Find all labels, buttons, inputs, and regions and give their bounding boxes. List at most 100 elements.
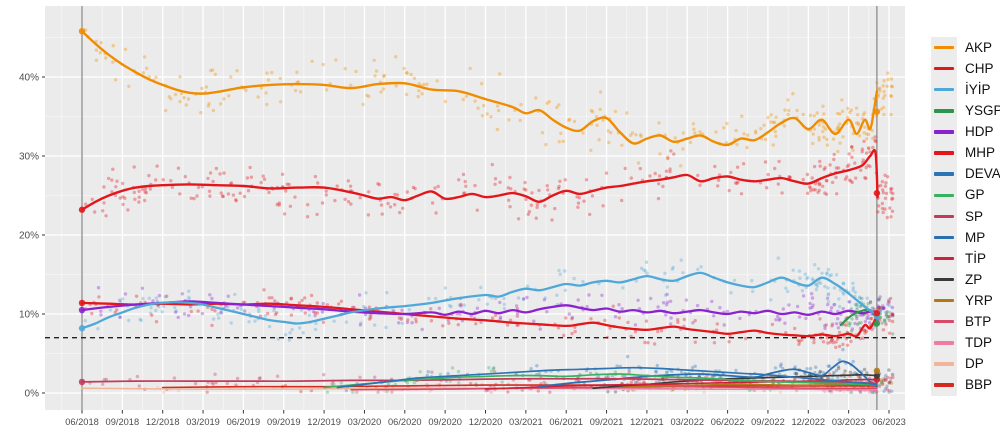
legend-label: BTP [965, 314, 992, 330]
legend-label: ZP [965, 271, 983, 287]
svg-text:20%: 20% [19, 231, 39, 242]
legend-label: MP [965, 229, 986, 245]
legend-label: İYİP [965, 81, 991, 97]
legend-item-akp: AKP [931, 37, 1000, 59]
svg-text:40%: 40% [19, 73, 39, 84]
legend-color-line-icon [934, 362, 954, 366]
legend-color-line-icon [934, 320, 954, 324]
legend-key-swatch [931, 226, 957, 248]
legend-key-swatch [931, 184, 957, 206]
legend-color-line-icon [934, 66, 954, 71]
legend-color-line-icon [934, 109, 954, 113]
legend-item-mp: MP [931, 226, 1000, 248]
legend-color-line-icon [934, 193, 954, 197]
legend-label: TDP [965, 335, 992, 351]
legend-item-tdp: TDP [931, 332, 1000, 354]
legend-color-line-icon [934, 235, 954, 240]
legend-key-swatch [931, 311, 957, 333]
legend-color-line-icon [934, 383, 954, 387]
svg-text:06/2022: 06/2022 [711, 417, 745, 427]
svg-text:09/2018: 09/2018 [106, 417, 140, 427]
plot-panel [45, 6, 905, 410]
svg-text:03/2020: 03/2020 [348, 417, 382, 427]
svg-text:03/2021: 03/2021 [509, 417, 543, 427]
party-legend: AKP CHP İYİP YSGP HDP MHP DEVA GP SP MP TİP ZP YRP BT… [931, 37, 1000, 396]
legend-label: SP [965, 208, 984, 224]
legend-item-bbp: BBP [931, 374, 1000, 396]
legend-label: YSGP [965, 103, 1000, 119]
legend-key-swatch [931, 37, 957, 59]
legend-color-line-icon [934, 88, 954, 92]
legend-color-line-icon [934, 341, 954, 345]
legend-item-mhp: MHP [931, 142, 1000, 164]
svg-text:03/2019: 03/2019 [186, 417, 220, 427]
svg-text:09/2019: 09/2019 [267, 417, 301, 427]
legend-item-deva: DEVA [931, 163, 1000, 185]
legend-item-i̇yi̇p: İYİP [931, 79, 1000, 101]
legend-label: DP [965, 356, 984, 372]
svg-text:03/2023: 03/2023 [832, 417, 866, 427]
legend-key-swatch [931, 79, 957, 101]
svg-text:09/2020: 09/2020 [428, 417, 462, 427]
svg-text:12/2021: 12/2021 [630, 417, 664, 427]
legend-color-line-icon [934, 130, 954, 134]
legend-key-swatch [931, 290, 957, 312]
svg-text:09/2021: 09/2021 [590, 417, 624, 427]
legend-key-swatch [931, 121, 957, 143]
svg-text:06/2021: 06/2021 [549, 417, 583, 427]
svg-text:12/2018: 12/2018 [146, 417, 180, 427]
legend-color-line-icon [934, 298, 954, 303]
legend-color-line-icon [934, 151, 954, 155]
legend-key-swatch [931, 269, 957, 291]
axis-tick-labels: 0% 10% 20% 30% 40% 06/2018 09/2018 12/2018 03/20… [19, 73, 906, 428]
svg-text:09/2022: 09/2022 [751, 417, 785, 427]
party-trend-lines [80, 30, 879, 391]
legend-item-ysgp: YSGP [931, 100, 1000, 122]
svg-text:06/2020: 06/2020 [388, 417, 422, 427]
legend-color-line-icon [934, 277, 954, 282]
legend-label: YRP [965, 292, 993, 308]
gridlines-major [45, 6, 905, 410]
legend-item-hdp: HDP [931, 121, 1000, 143]
svg-text:03/2022: 03/2022 [670, 417, 704, 427]
gridlines-minor [45, 6, 905, 410]
svg-text:12/2022: 12/2022 [791, 417, 825, 427]
legend-key-swatch [931, 205, 957, 227]
legend-key-swatch [931, 332, 957, 354]
svg-text:10%: 10% [19, 310, 39, 321]
legend-item-zp: ZP [931, 269, 1000, 291]
legend-label: GP [965, 187, 985, 203]
legend-item-ti̇p: TİP [931, 247, 1000, 270]
legend-color-line-icon [934, 172, 954, 176]
legend-label: DEVA [965, 166, 1000, 182]
legend-color-line-icon [934, 256, 954, 261]
svg-text:12/2020: 12/2020 [469, 417, 503, 427]
svg-text:30%: 30% [19, 152, 39, 163]
svg-text:06/2023: 06/2023 [872, 417, 906, 427]
legend-label: MHP [965, 145, 995, 161]
election-result-dots [78, 27, 881, 386]
legend-key-swatch [931, 58, 957, 80]
svg-text:06/2019: 06/2019 [227, 417, 261, 427]
legend-item-chp: CHP [931, 58, 1000, 80]
legend-key-swatch [931, 353, 957, 375]
legend-color-line-icon [934, 45, 954, 50]
legend-key-swatch [931, 163, 957, 185]
legend-label: AKP [965, 39, 993, 55]
svg-text:0%: 0% [25, 389, 40, 400]
legend-label: HDP [965, 124, 994, 140]
legend-key-swatch [931, 247, 957, 270]
legend-item-btp: BTP [931, 311, 1000, 333]
legend-item-yrp: YRP [931, 290, 1000, 312]
legend-item-gp: GP [931, 184, 1000, 206]
legend-color-line-icon [934, 214, 954, 218]
legend-key-swatch [931, 142, 957, 164]
legend-label: TİP [965, 250, 987, 266]
legend-label: CHP [965, 60, 994, 76]
legend-item-sp: SP [931, 205, 1000, 227]
legend-key-swatch [931, 100, 957, 122]
svg-text:12/2019: 12/2019 [307, 417, 341, 427]
legend-item-dp: DP [931, 353, 1000, 375]
